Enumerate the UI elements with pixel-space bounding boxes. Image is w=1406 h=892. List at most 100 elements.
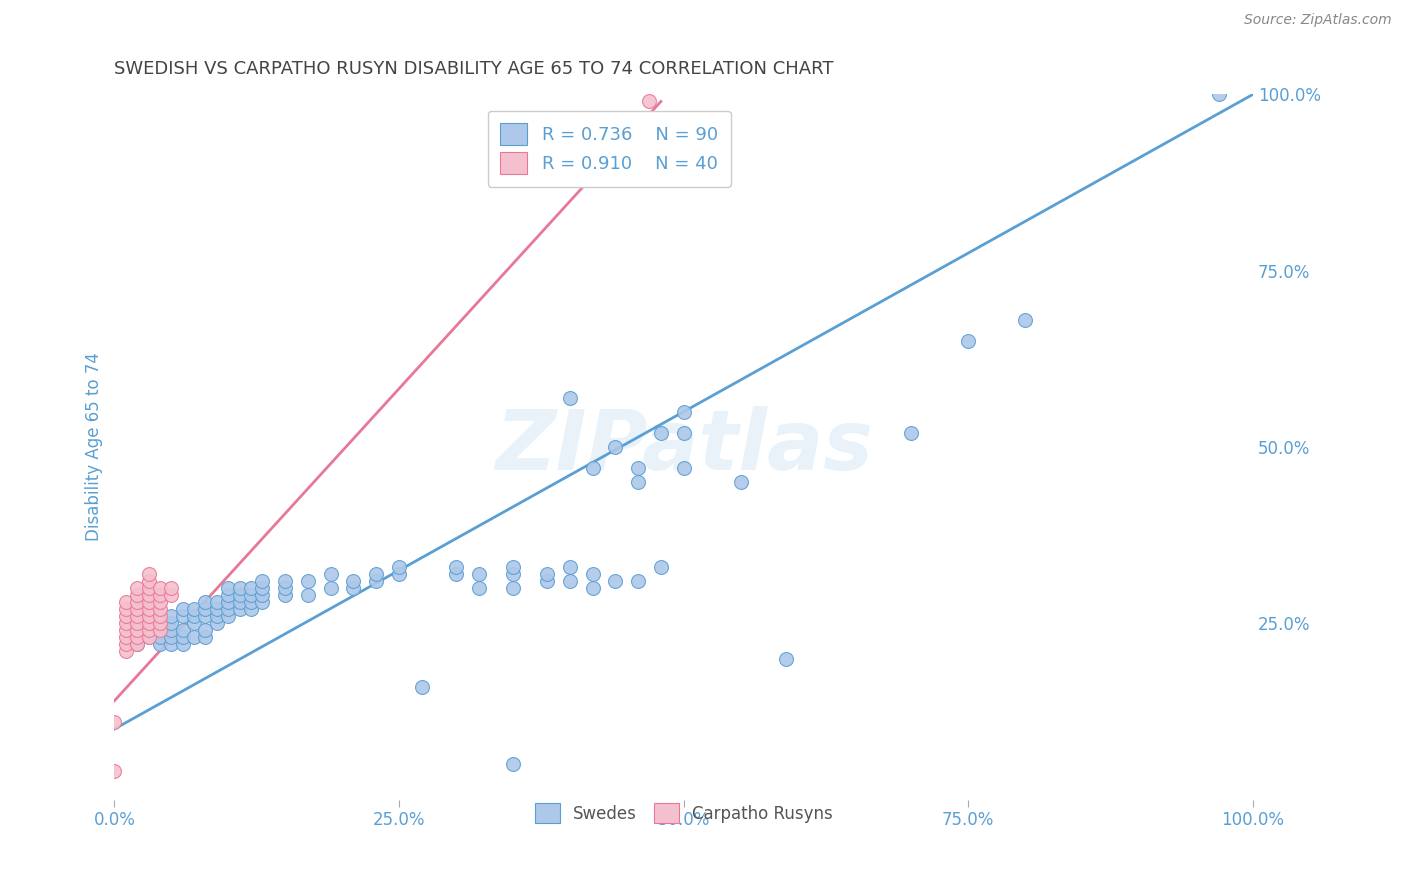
Point	[194, 631, 217, 645]
Point	[127, 609, 149, 624]
Point	[1014, 313, 1036, 327]
Point	[127, 624, 149, 638]
Point	[205, 616, 228, 631]
Point	[252, 588, 274, 602]
Point	[467, 581, 489, 595]
Point	[194, 609, 217, 624]
Point	[536, 566, 558, 581]
Point	[138, 588, 160, 602]
Point	[114, 644, 136, 658]
Point	[605, 574, 627, 588]
Point	[627, 574, 650, 588]
Point	[172, 602, 194, 616]
Point	[149, 609, 172, 624]
Point	[138, 624, 160, 638]
Point	[240, 595, 263, 609]
Point	[558, 574, 581, 588]
Point	[183, 631, 205, 645]
Point	[160, 624, 183, 638]
Point	[127, 588, 149, 602]
Point	[900, 425, 922, 440]
Point	[114, 637, 136, 651]
Point	[274, 581, 297, 595]
Point	[730, 475, 752, 490]
Text: ZIPatlas: ZIPatlas	[495, 407, 873, 488]
Point	[342, 574, 364, 588]
Point	[149, 616, 172, 631]
Point	[160, 637, 183, 651]
Point	[127, 616, 149, 631]
Point	[149, 624, 172, 638]
Point	[252, 595, 274, 609]
Point	[444, 559, 467, 574]
Point	[114, 616, 136, 631]
Point	[138, 624, 160, 638]
Point	[138, 631, 160, 645]
Point	[1208, 87, 1230, 102]
Point	[183, 602, 205, 616]
Point	[581, 461, 603, 475]
Point	[502, 559, 524, 574]
Point	[127, 631, 149, 645]
Point	[114, 624, 136, 638]
Point	[149, 616, 172, 631]
Point	[149, 595, 172, 609]
Point	[138, 609, 160, 624]
Point	[319, 566, 342, 581]
Point	[205, 602, 228, 616]
Point	[536, 574, 558, 588]
Point	[467, 566, 489, 581]
Point	[217, 602, 239, 616]
Point	[217, 595, 239, 609]
Point	[114, 602, 136, 616]
Point	[127, 581, 149, 595]
Point	[138, 616, 160, 631]
Point	[183, 609, 205, 624]
Point	[149, 624, 172, 638]
Point	[240, 581, 263, 595]
Point	[252, 574, 274, 588]
Point	[366, 574, 388, 588]
Point	[205, 595, 228, 609]
Point	[411, 680, 433, 694]
Point	[127, 637, 149, 651]
Point	[138, 631, 160, 645]
Point	[558, 391, 581, 405]
Y-axis label: Disability Age 65 to 74: Disability Age 65 to 74	[86, 352, 103, 541]
Point	[127, 637, 149, 651]
Point	[581, 566, 603, 581]
Point	[160, 588, 183, 602]
Point	[228, 588, 250, 602]
Point	[228, 581, 250, 595]
Text: SWEDISH VS CARPATHO RUSYN DISABILITY AGE 65 TO 74 CORRELATION CHART: SWEDISH VS CARPATHO RUSYN DISABILITY AGE…	[114, 60, 834, 78]
Point	[160, 581, 183, 595]
Point	[138, 574, 160, 588]
Point	[103, 764, 125, 779]
Point	[558, 559, 581, 574]
Point	[228, 595, 250, 609]
Point	[217, 588, 239, 602]
Point	[388, 559, 411, 574]
Point	[502, 566, 524, 581]
Point	[103, 714, 125, 729]
Point	[160, 616, 183, 631]
Point	[240, 602, 263, 616]
Point	[149, 637, 172, 651]
Point	[217, 609, 239, 624]
Point	[319, 581, 342, 595]
Point	[149, 631, 172, 645]
Point	[172, 631, 194, 645]
Point	[205, 609, 228, 624]
Point	[114, 609, 136, 624]
Point	[957, 334, 980, 349]
Text: Source: ZipAtlas.com: Source: ZipAtlas.com	[1244, 13, 1392, 28]
Point	[638, 95, 661, 109]
Point	[502, 581, 524, 595]
Point	[581, 581, 603, 595]
Point	[297, 588, 319, 602]
Point	[650, 425, 672, 440]
Point	[217, 581, 239, 595]
Point	[502, 757, 524, 772]
Point	[138, 616, 160, 631]
Point	[149, 581, 172, 595]
